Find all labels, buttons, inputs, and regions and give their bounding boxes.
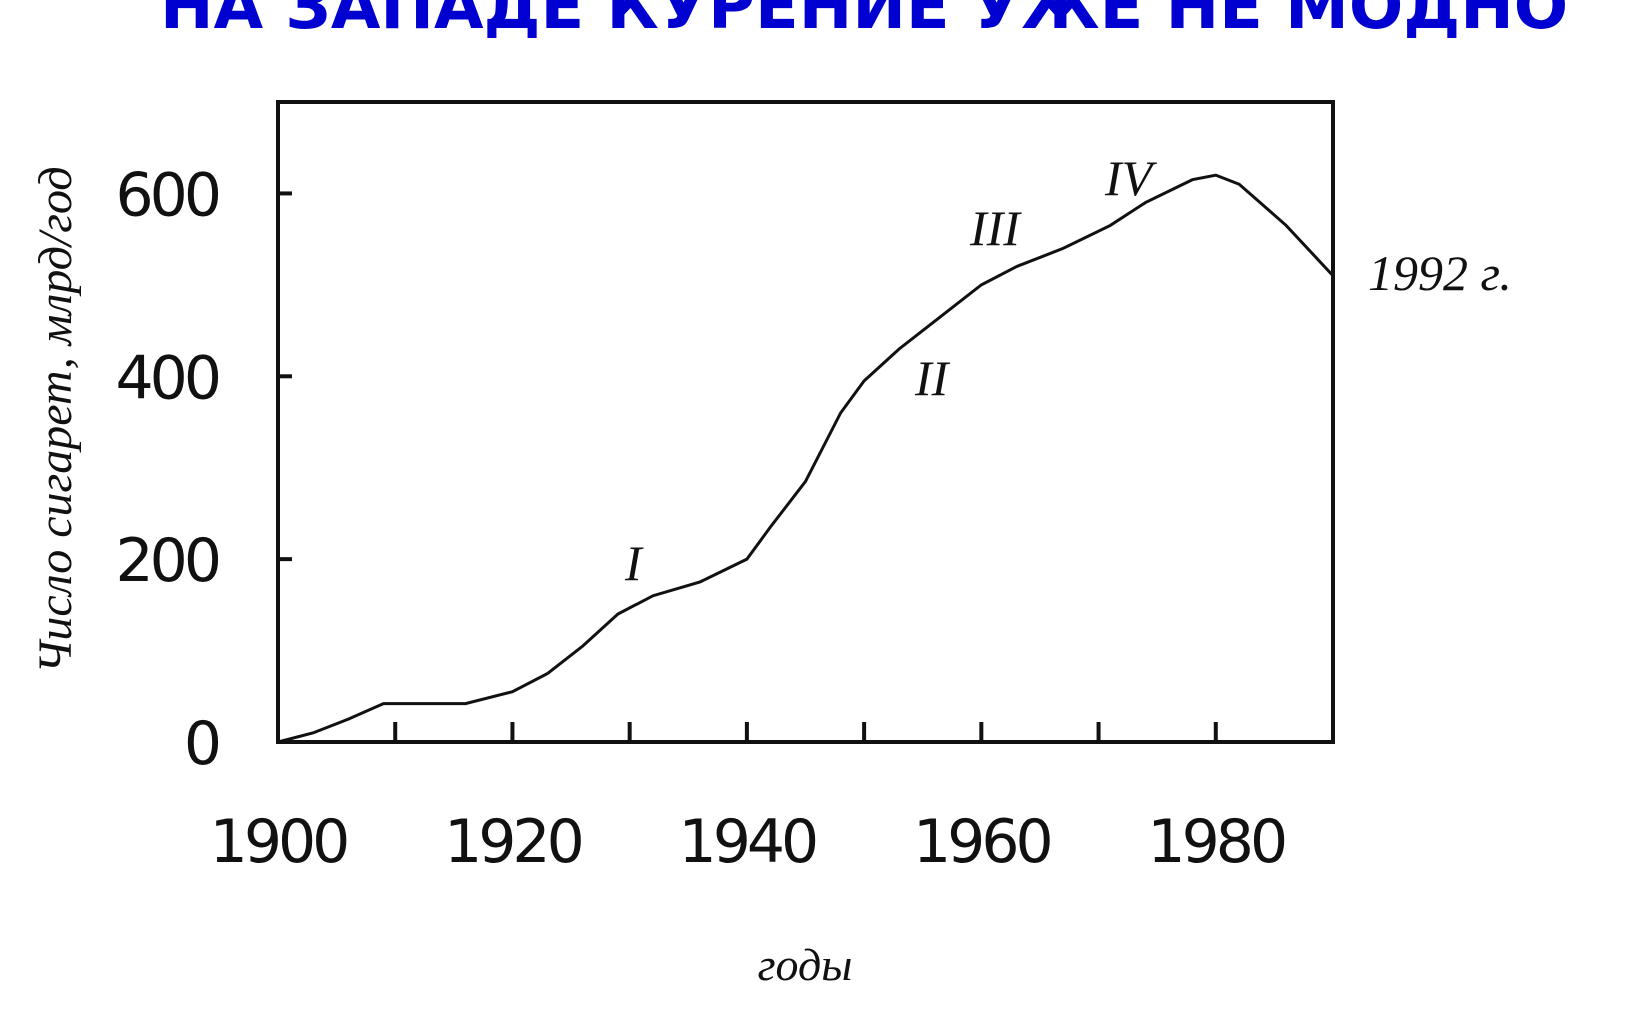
- annotation: III: [969, 200, 1022, 256]
- annotation: I: [624, 535, 644, 591]
- y-axis-label: Число сигарет, млрд/год: [29, 166, 82, 673]
- annotation: IV: [1104, 150, 1158, 206]
- y-tick-label: 0: [184, 709, 219, 779]
- line: [277, 173, 1335, 744]
- x-axis-label: годы: [758, 939, 853, 990]
- y-tick-label: 400: [115, 343, 218, 413]
- chart-title: НА ЗАПАДЕ КУРЕНИЕ УЖЕ НЕ МОДНО: [160, 0, 1568, 44]
- x-tick-label: 1940: [679, 807, 817, 877]
- x-tick-label: 1920: [444, 807, 582, 877]
- y-tick-label: 200: [115, 526, 218, 596]
- x-tick-label: 1980: [1147, 807, 1285, 877]
- annotation: II: [914, 350, 951, 406]
- x-tick-label: 1960: [913, 807, 1051, 877]
- x-tick-label: 1900: [210, 807, 348, 877]
- y-tick-label: 600: [115, 160, 218, 230]
- plot-frame: [276, 100, 1335, 744]
- annotation: 1992 г.: [1368, 245, 1512, 301]
